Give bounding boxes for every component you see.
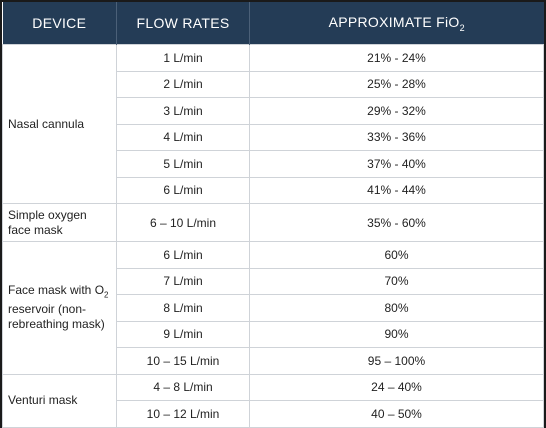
table-row: 4 L/min 33% - 36%: [3, 123, 544, 151]
table-body: Nasal cannula 1 L/min 21% - 24% 2 L/min …: [2, 44, 544, 428]
table-header: DEVICE FLOW RATES APPROXIMATE FiO2: [2, 2, 544, 45]
device-subscript: 2: [104, 290, 109, 300]
table-row: 5 L/min 37% - 40%: [3, 150, 544, 178]
fio2-cell: 29% - 32%: [249, 97, 544, 125]
fio2-cell: 24 – 40%: [249, 373, 544, 401]
flow-rate-cell: 6 L/min: [116, 176, 250, 204]
device-nasal-cannula: Nasal cannula: [2, 44, 117, 204]
flow-rate-cell: 1 L/min: [116, 44, 250, 72]
fio2-cell: 70%: [249, 267, 544, 295]
flow-rate-cell: 3 L/min: [116, 97, 250, 125]
header-device: DEVICE: [2, 2, 117, 45]
fio2-cell: 41% - 44%: [249, 176, 544, 204]
table-row: Face mask with O2 reservoir (non-rebreath…: [2, 241, 544, 375]
table-row: 7 L/min 70%: [3, 267, 544, 295]
fio2-cell: 25% - 28%: [249, 70, 544, 98]
fio2-cell: 35% - 60%: [249, 203, 544, 242]
device-line: rebreathing mask): [8, 317, 105, 332]
device-line: Simple oxygen: [8, 207, 87, 222]
fio2-cell: 21% - 24%: [249, 44, 544, 72]
flow-rate-cell: 10 – 12 L/min: [116, 400, 250, 428]
device-simple-oxygen-face-mask: Simple oxygen face mask: [2, 203, 117, 242]
flow-rate-cell: 8 L/min: [116, 294, 250, 322]
header-approximate-fio2: APPROXIMATE FiO2: [249, 2, 544, 45]
header-fio2-subscript: 2: [459, 22, 465, 33]
fio2-cell: 80%: [249, 294, 544, 322]
table-row: 6 L/min 41% - 44%: [3, 176, 544, 204]
flow-rate-cell: 2 L/min: [116, 70, 250, 98]
table-row: 9 L/min 90%: [3, 320, 544, 348]
fio2-cell: 90%: [249, 320, 544, 348]
table-row: Venturi mask 4 – 8 L/min 24 – 40%: [2, 373, 544, 428]
fio2-cell: 95 – 100%: [249, 347, 544, 375]
flow-rate-cell: 6 – 10 L/min: [116, 203, 250, 242]
device-line: Face mask with O: [8, 283, 105, 298]
header-flow-rates: FLOW RATES: [116, 2, 250, 45]
header-row: DEVICE FLOW RATES APPROXIMATE FiO2: [2, 2, 544, 45]
header-fio2-text: APPROXIMATE FiO: [328, 13, 460, 30]
table-row: 2 L/min 25% - 28%: [3, 70, 544, 98]
fio2-cell: 37% - 40%: [249, 150, 544, 178]
fio2-cell: 33% - 36%: [249, 123, 544, 151]
device-line: reservoir (non-: [8, 302, 87, 317]
flow-rate-cell: 4 – 8 L/min: [116, 373, 250, 401]
flow-rate-cell: 7 L/min: [116, 267, 250, 295]
fio2-cell: 40 – 50%: [249, 400, 544, 428]
device-venturi-mask: Venturi mask: [2, 373, 117, 428]
flow-rate-cell: 10 – 15 L/min: [116, 347, 250, 375]
table-row: 3 L/min 29% - 32%: [3, 97, 544, 125]
table-row: Nasal cannula 1 L/min 21% - 24%: [2, 44, 544, 204]
table-row: Simple oxygen face mask 6 – 10 L/min 35% …: [2, 203, 544, 242]
flow-rate-cell: 5 L/min: [116, 150, 250, 178]
flow-rate-cell: 6 L/min: [116, 241, 250, 269]
table-row: 8 L/min 80%: [3, 294, 544, 322]
flow-rate-cell: 9 L/min: [116, 320, 250, 348]
fio2-cell: 60%: [249, 241, 544, 269]
device-face-mask-with-reservoir: Face mask with O2 reservoir (non-rebreath…: [2, 241, 117, 375]
device-line: face mask: [8, 222, 63, 237]
flow-rate-cell: 4 L/min: [116, 123, 250, 151]
